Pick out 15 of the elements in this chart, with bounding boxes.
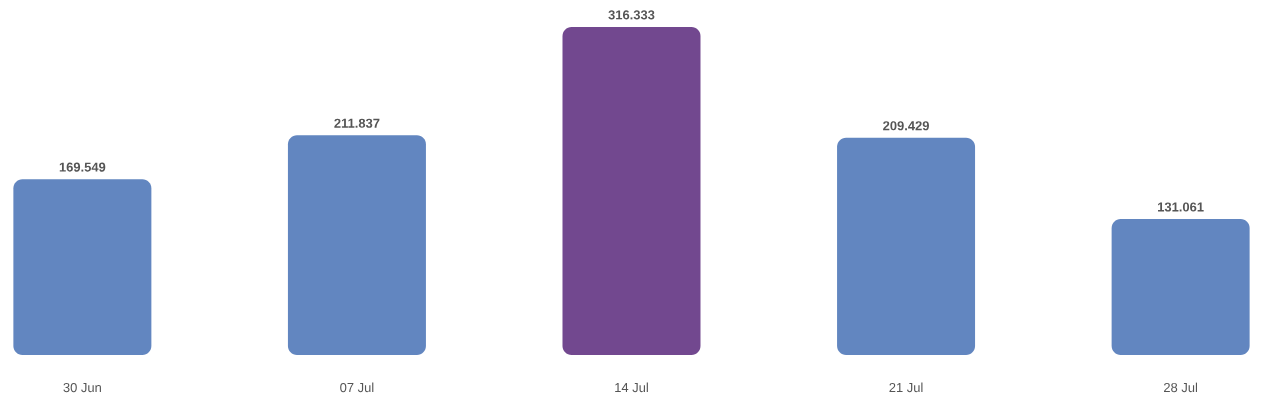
bar xyxy=(1111,219,1250,355)
data-label: 316.333 xyxy=(608,10,655,20)
bar xyxy=(287,135,426,355)
data-label: 169.549 xyxy=(59,162,106,172)
x-tick-label: 14 Jul xyxy=(615,382,648,393)
bar xyxy=(562,27,701,355)
data-label: 131.061 xyxy=(1158,202,1204,212)
x-tick-label: 21 Jul xyxy=(889,382,923,393)
bar xyxy=(13,179,152,355)
data-label: 211.837 xyxy=(334,118,380,128)
data-label: 209.429 xyxy=(883,121,929,131)
bar xyxy=(837,137,976,355)
x-tick-label: 07 Jul xyxy=(340,382,374,393)
x-tick-label: 28 Jul xyxy=(1164,382,1198,393)
x-tick-label: 30 Jun xyxy=(63,382,101,393)
